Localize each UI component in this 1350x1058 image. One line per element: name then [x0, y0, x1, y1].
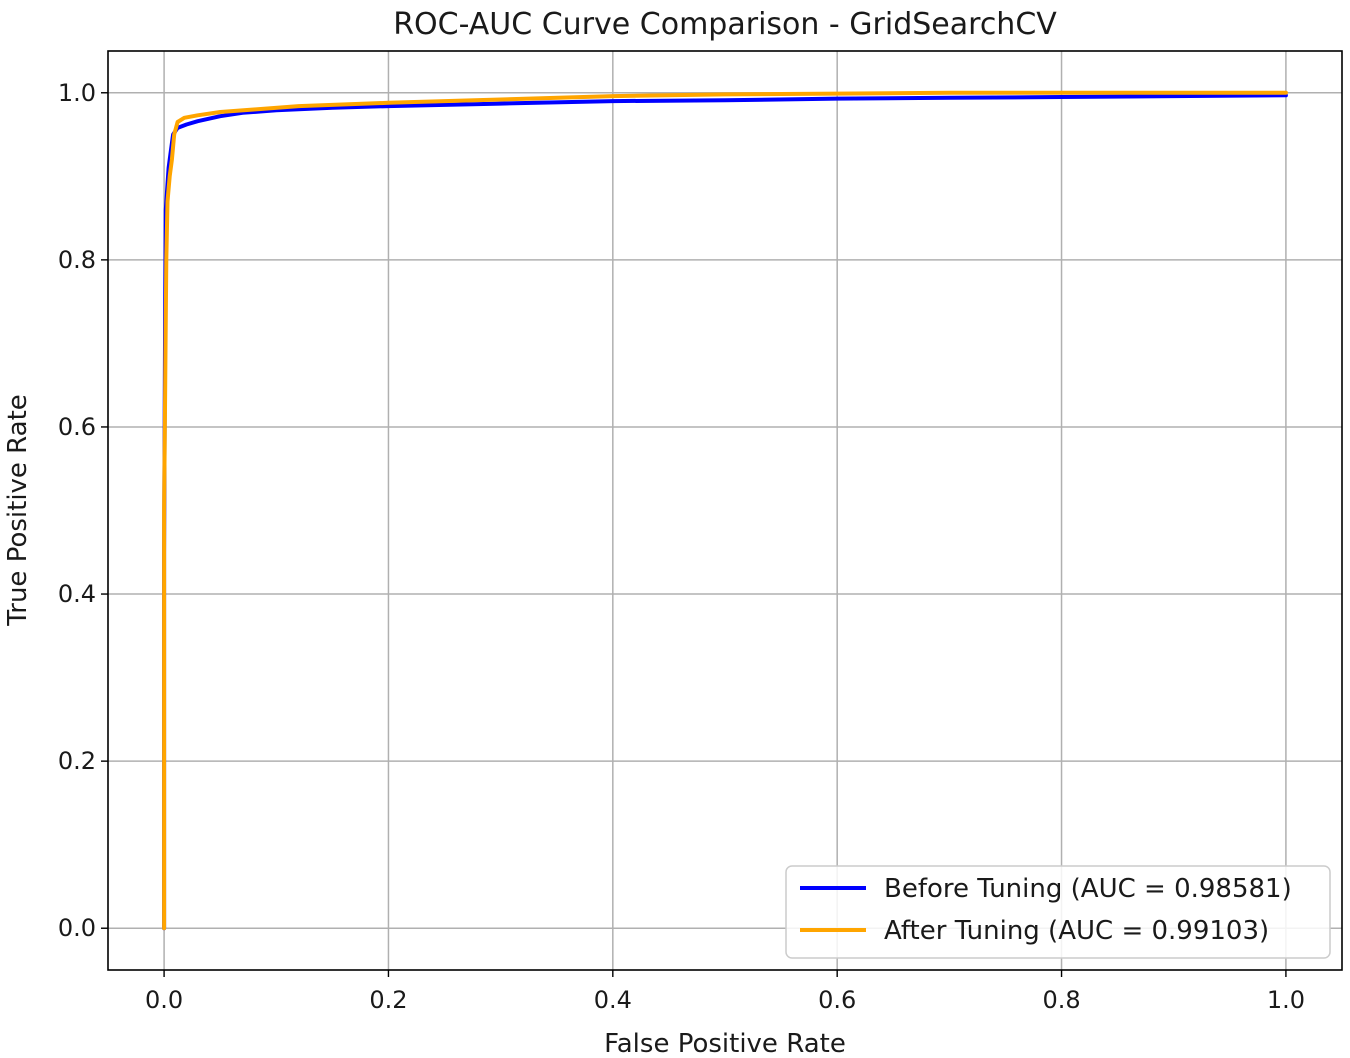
x-tick-label: 0.2 [369, 986, 407, 1014]
y-tick-label: 0.2 [58, 747, 96, 775]
legend-label-after: After Tuning (AUC = 0.99103) [884, 916, 1269, 946]
legend-label-before: Before Tuning (AUC = 0.98581) [884, 874, 1292, 904]
axis-ticks: 0.0 0.2 0.4 0.6 0.8 1.0 0.0 0.2 0.4 0.6 0.8 1.0 [58, 79, 1305, 1014]
y-tick-label: 0.0 [58, 914, 96, 942]
x-tick-label: 0.8 [1042, 986, 1080, 1014]
x-tick-label: 1.0 [1267, 986, 1305, 1014]
x-axis-label: False Positive Rate [604, 1029, 846, 1058]
y-axis-label: True Positive Rate [3, 394, 33, 627]
legend: Before Tuning (AUC = 0.98581) After Tuni… [785, 865, 1331, 959]
y-tick-label: 0.4 [58, 580, 96, 608]
legend-box [785, 865, 1331, 959]
chart-title: ROC-AUC Curve Comparison - GridSearchCV [393, 7, 1057, 42]
series-after-tuning-line [162, 90, 1288, 931]
y-tick-label: 0.8 [58, 246, 96, 274]
x-tick-label: 0.6 [818, 986, 856, 1014]
series-lines [162, 90, 1288, 931]
series-before-tuning-line [162, 93, 1288, 931]
plot-frame [107, 50, 1343, 971]
y-tick-label: 0.6 [58, 413, 96, 441]
grid-lines [108, 51, 1342, 970]
x-tick-label: 0.0 [145, 986, 183, 1014]
x-tick-label: 0.4 [594, 986, 632, 1014]
y-tick-label: 1.0 [58, 79, 96, 107]
